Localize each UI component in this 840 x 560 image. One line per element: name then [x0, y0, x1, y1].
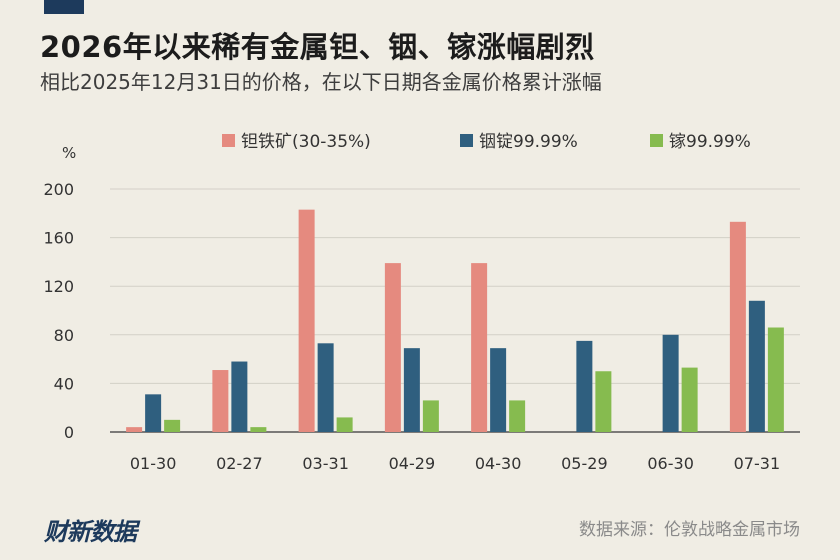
y-axis-unit-label: %: [62, 144, 76, 162]
legend-swatch: [650, 134, 663, 147]
bar: [250, 427, 267, 432]
x-tick-label: 03-31: [302, 454, 349, 473]
legend-swatch: [222, 134, 235, 147]
x-tick-label: 06-30: [647, 454, 694, 473]
x-tick-label: 05-29: [561, 454, 608, 473]
x-tick-label: 02-27: [216, 454, 263, 473]
bar: [422, 400, 439, 432]
bar: [681, 367, 698, 432]
bar: [336, 417, 353, 432]
bar: [471, 263, 488, 432]
legend-label: 镓99.99%: [669, 132, 751, 152]
bar: [576, 340, 593, 432]
brand-corner-block: [44, 0, 84, 14]
page-subtitle: 相比2025年12月31日的价格，在以下日期各金属价格累计涨幅: [40, 70, 602, 94]
bar: [403, 348, 420, 432]
y-tick-label: 0: [64, 423, 74, 442]
x-tick-label: 07-31: [734, 454, 781, 473]
bar: [595, 371, 612, 432]
data-source-note: 数据来源：伦敦战略金属市场: [579, 520, 800, 540]
bar: [317, 343, 334, 432]
y-tick-label: 40: [54, 374, 74, 393]
x-tick-label: 04-29: [389, 454, 436, 473]
x-tick-label: 04-30: [475, 454, 522, 473]
bar-chart: 0 40 80 120 160 200% 01-30 02-27 03-31 04-29 04-30…: [43, 132, 800, 473]
legend-swatch: [460, 134, 473, 147]
bar: [767, 327, 784, 432]
y-tick-label: 200: [43, 180, 74, 199]
bar: [384, 263, 401, 432]
bar: [509, 400, 526, 432]
page-title: 2026年以来稀有金属钽、铟、镓涨幅剧烈: [40, 30, 595, 64]
bar: [298, 209, 315, 432]
legend-label: 铟锭99.99%: [479, 132, 578, 152]
bar: [729, 221, 746, 432]
bar: [212, 370, 229, 432]
bar: [748, 300, 765, 432]
bar: [662, 334, 679, 432]
bar: [231, 361, 248, 432]
bar: [490, 348, 507, 432]
caixin-data-logo: 财新数据: [44, 518, 137, 546]
bar: [145, 394, 162, 432]
bar: [164, 419, 181, 432]
y-tick-label: 80: [54, 326, 74, 345]
y-tick-label: 160: [43, 229, 74, 248]
x-tick-label: 01-30: [130, 454, 177, 473]
legend-label: 钽铁矿(30-35%): [241, 132, 371, 152]
y-tick-label: 120: [43, 277, 74, 296]
bar: [126, 427, 143, 432]
